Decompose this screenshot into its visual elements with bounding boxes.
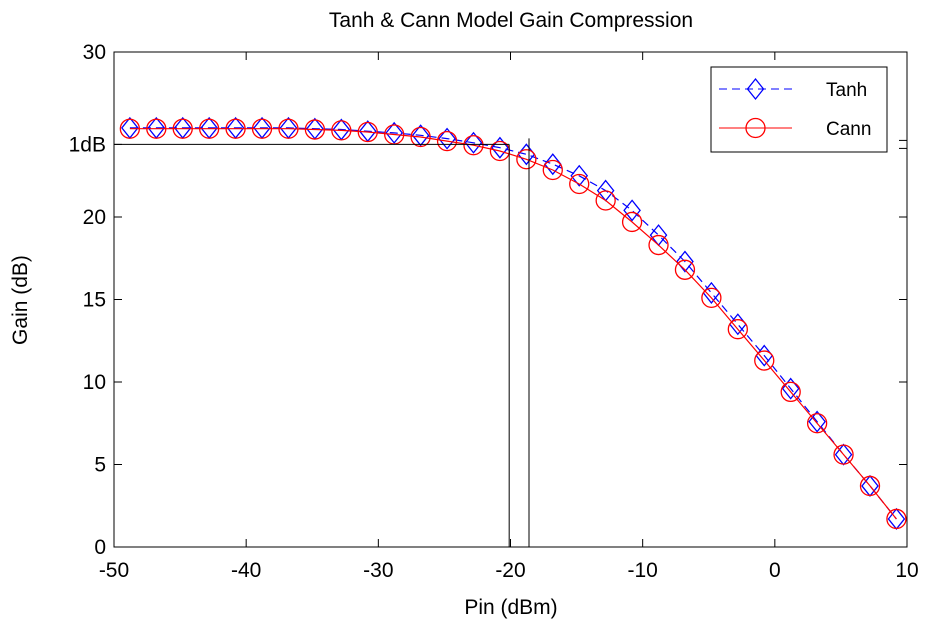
y-axis-label: Gain (dB) xyxy=(9,255,32,345)
data-point-cann xyxy=(331,120,352,141)
y-tick-label: 30 xyxy=(83,41,106,64)
data-point-cann xyxy=(304,119,326,140)
data-point-cann xyxy=(701,287,722,309)
legend-tanh-label: Tanh xyxy=(826,80,867,101)
legend-tanh-marker xyxy=(746,77,765,101)
x-tick-label: -50 xyxy=(99,559,129,582)
data-point-tanh xyxy=(543,153,562,176)
data-point-cann xyxy=(172,118,193,139)
y-tick-label: 20 xyxy=(83,206,106,229)
data-point-cann xyxy=(251,118,273,139)
chart-title: Tanh & Cann Model Gain Compression xyxy=(329,9,693,32)
data-point-cann xyxy=(648,234,669,256)
x-axis-label: Pin (dBm) xyxy=(464,596,557,619)
data-point-cann xyxy=(463,135,484,156)
x-tick-label: -30 xyxy=(363,559,393,582)
data-point-tanh xyxy=(623,199,641,222)
series-line-cann xyxy=(129,128,897,520)
data-point-cann xyxy=(780,381,801,403)
data-point-tanh xyxy=(385,121,404,144)
data-point-cann xyxy=(727,319,748,340)
x-tick-label: 0 xyxy=(769,559,781,582)
data-point-cann xyxy=(621,211,643,233)
x-tick-label: -10 xyxy=(627,559,657,582)
legend: Tanh Cann xyxy=(710,66,888,153)
data-point-tanh xyxy=(676,250,694,273)
legend-cann-label: Cann xyxy=(826,119,871,140)
data-point-cann xyxy=(278,118,299,139)
legend-box xyxy=(710,66,888,153)
x-tick-label: -40 xyxy=(231,559,261,582)
y-tick-label: 10 xyxy=(83,371,106,394)
data-point-cann xyxy=(225,118,246,139)
data-point-tanh xyxy=(808,410,826,433)
data-point-cann xyxy=(516,149,537,170)
y-tick-label: 15 xyxy=(83,289,106,312)
x-tick-label: 10 xyxy=(895,559,918,582)
data-point-cann xyxy=(754,350,775,371)
data-point-cann xyxy=(357,121,378,143)
chart-marks xyxy=(119,116,907,530)
data-point-cann xyxy=(595,190,616,211)
annotation-label: 1dB xyxy=(69,133,106,156)
y-tick-label: 0 xyxy=(94,536,106,559)
data-point-cann xyxy=(569,173,590,195)
data-point-cann xyxy=(674,259,696,280)
legend-cann-marker xyxy=(745,117,766,139)
x-tick-label: -20 xyxy=(495,559,525,582)
data-point-cann xyxy=(199,118,220,139)
data-point-tanh xyxy=(411,124,430,147)
data-point-cann xyxy=(833,444,854,465)
data-point-tanh xyxy=(464,131,483,154)
data-point-tanh xyxy=(570,164,589,187)
series-line-tanh xyxy=(129,127,897,520)
data-point-cann xyxy=(806,413,828,434)
data-point-cann xyxy=(146,118,167,139)
data-point-cann xyxy=(436,130,458,152)
y-tick-label: 5 xyxy=(94,454,106,477)
data-point-tanh xyxy=(438,127,456,150)
data-point-cann xyxy=(410,126,431,148)
data-point-cann xyxy=(119,118,141,139)
data-point-cann xyxy=(859,475,881,497)
data-point-cann xyxy=(886,508,907,530)
data-point-cann xyxy=(542,159,563,181)
